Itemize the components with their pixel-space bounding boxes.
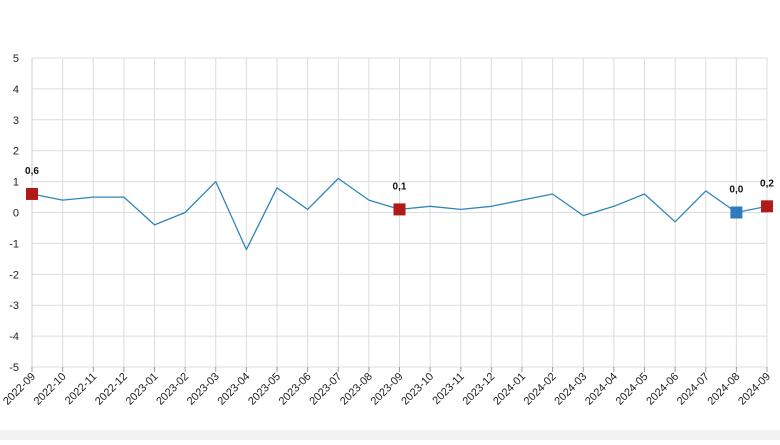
y-axis: 5 4 3 2 1 0 -1 -2 -3 -4 -5: [9, 53, 33, 374]
x-tick-label: 2023-06: [277, 371, 314, 408]
x-tick-label: 2024-01: [491, 371, 528, 408]
marker-group: [26, 187, 773, 219]
y-tick-label: 1: [13, 177, 19, 189]
x-tick-label: 2023-12: [460, 371, 497, 408]
y-tick-label: 5: [13, 53, 19, 65]
y-tick-label: 4: [13, 84, 19, 96]
x-tick-label: 2022-10: [32, 371, 69, 408]
footer-band: [0, 430, 780, 440]
data-label: 0,0: [729, 185, 743, 196]
y-tick-label: -5: [9, 362, 19, 374]
x-tick-label: 2023-04: [215, 371, 252, 408]
x-tick-label: 2024-05: [614, 371, 651, 408]
x-axis: 2022-092022-102022-112022-122023-012023-…: [1, 367, 773, 408]
y-tick-label: -1: [9, 238, 19, 250]
x-tick-label: 2023-01: [124, 371, 161, 408]
data-label: 0,1: [393, 181, 407, 192]
x-tick-label: 2023-02: [154, 371, 191, 408]
data-label: 0,2: [760, 178, 774, 189]
highlight-point-marker: [761, 200, 773, 213]
x-tick-label: 2023-10: [399, 371, 436, 408]
x-tick-label: 2024-07: [675, 371, 712, 408]
x-tick-label: 2024-06: [644, 371, 681, 408]
y-tick-label: 0: [13, 208, 19, 220]
x-tick-label: 2023-11: [430, 371, 466, 407]
highlight-point-marker: [26, 187, 38, 200]
x-tick-label: 2024-04: [583, 371, 620, 408]
x-tick-label: 2023-07: [307, 371, 344, 408]
y-tick-label: 2: [13, 146, 19, 158]
x-tick-label: 2023-03: [185, 371, 222, 408]
x-tick-label: 2022-09: [1, 371, 38, 408]
x-tick-label: 2022-12: [93, 371, 130, 408]
data-label: 0,6: [25, 166, 39, 177]
x-tick-label: 2023-09: [369, 371, 406, 408]
x-tick-label: 2023-08: [338, 371, 375, 408]
highlight-point-marker: [393, 203, 406, 216]
x-tick-label: 2024-03: [552, 371, 589, 408]
latest-point-marker: [730, 206, 743, 219]
y-tick-label: -4: [9, 331, 19, 343]
x-tick-label: 2024-02: [522, 371, 559, 408]
x-tick-label: 2022-11: [63, 371, 99, 407]
x-tick-label: 2024-08: [705, 371, 742, 408]
x-tick-label: 2024-09: [736, 371, 773, 408]
y-tick-label: 3: [13, 115, 19, 127]
y-tick-label: -3: [9, 300, 19, 312]
y-tick-label: -2: [9, 269, 19, 281]
data-label-group: 0,6 0,1 0,0 0,2: [25, 166, 774, 196]
x-tick-label: 2023-05: [246, 371, 283, 408]
